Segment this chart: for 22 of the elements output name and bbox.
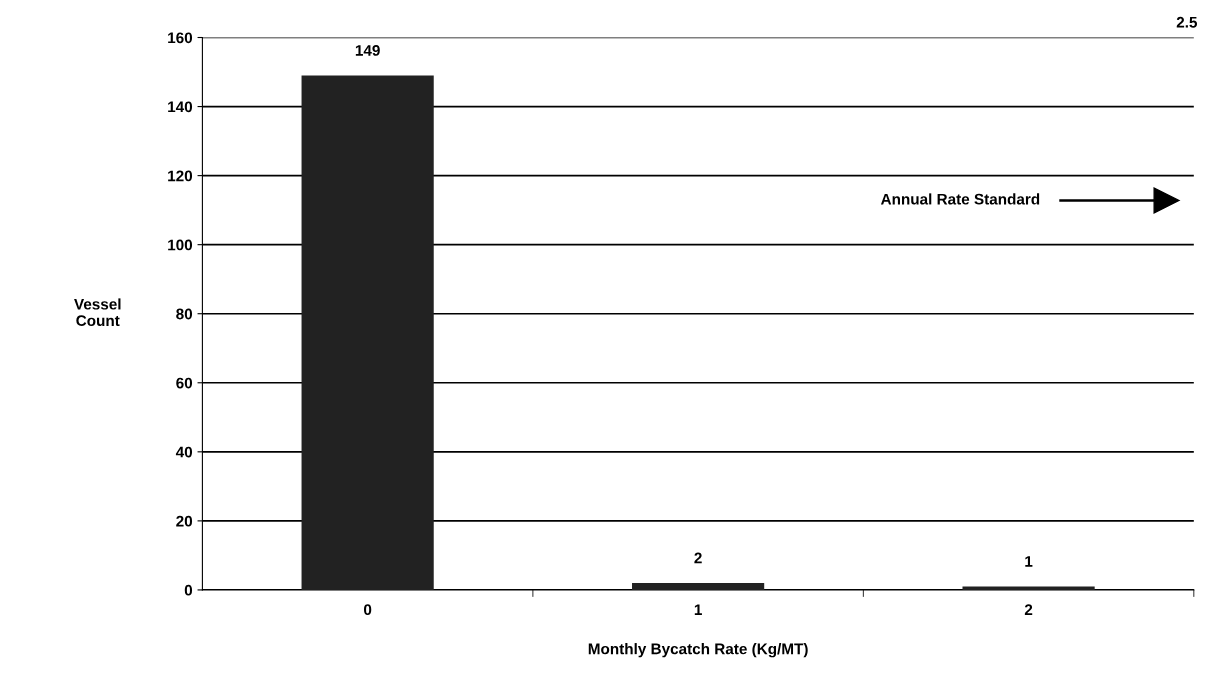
y-tick-label: 60 — [176, 377, 193, 389]
y-tick-label: 160 — [168, 32, 193, 44]
x-tick-label: 1 — [694, 604, 702, 615]
y-tick-label: 80 — [176, 308, 193, 320]
y-tick-label: 0 — [184, 584, 193, 596]
annotation: Annual Rate Standard — [880, 193, 1040, 205]
data-label: 2 — [694, 552, 702, 564]
data-label: 1 — [1025, 556, 1033, 567]
data-label: 149 — [355, 44, 380, 56]
bar — [962, 586, 1095, 590]
x-tick-label: 0 — [364, 604, 372, 616]
bar — [301, 75, 434, 590]
x-axis-title: Monthly Bycatch Rate (Kg/MT) — [588, 643, 808, 658]
y-tick-label: 140 — [168, 101, 193, 113]
y-tick-label: 20 — [176, 515, 193, 527]
y-tick-label: 100 — [168, 239, 193, 251]
y-tick-label: 120 — [168, 170, 193, 182]
y-tick-label: 40 — [175, 446, 193, 458]
y-axis-title: Vessel Count — [74, 298, 121, 327]
x-tick-label: 2 — [1024, 604, 1033, 615]
bar — [632, 583, 765, 590]
text: 2.5 — [1176, 16, 1198, 28]
